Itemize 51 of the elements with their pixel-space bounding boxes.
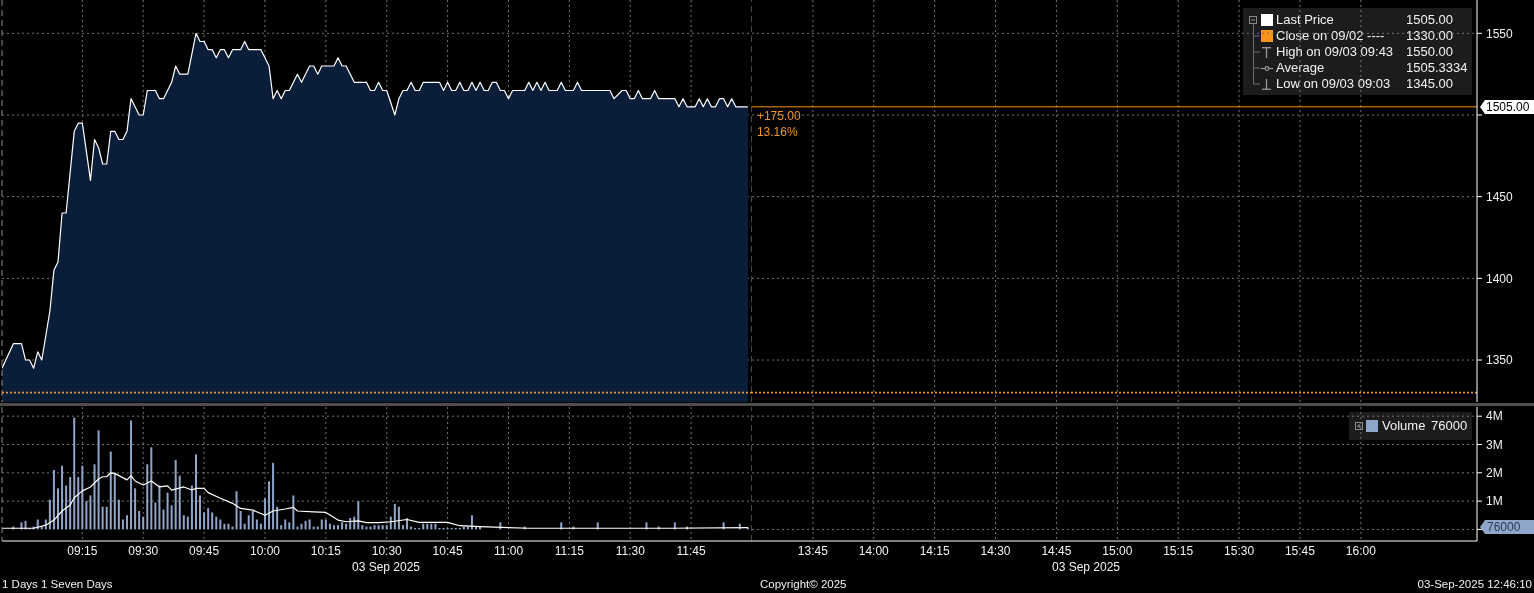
x-tick-label: 13:45 (797, 543, 829, 558)
x-tick-label: 10:30 (371, 543, 403, 558)
x-tick-label: 11:15 (554, 543, 585, 558)
x-tick-label: 15:00 (1102, 543, 1133, 558)
legend-label: Volume (1382, 418, 1426, 434)
annotation: 13.16% (756, 123, 798, 140)
legend-label: Close on 09/02 ---- (1276, 28, 1385, 44)
legend-label: Last Price (1276, 12, 1334, 28)
annotation: 1505.3334 (1406, 60, 1468, 76)
x-tick-label: 15:15 (1163, 543, 1194, 558)
x-tick-label: 11:00 (493, 543, 524, 558)
x-tick-label: 09:45 (189, 543, 220, 558)
x-tick-label: 11:30 (615, 543, 646, 558)
ref-line-label: 1505.00 (1486, 99, 1530, 114)
y-tick-label: 1M (1486, 494, 1503, 509)
x-tick-label: 14:30 (980, 543, 1011, 558)
text: 03-Sep-2025 12:46:10 (1417, 577, 1532, 592)
x-tick-label: 10:00 (249, 543, 281, 558)
x-tick-label: 15:45 (1284, 543, 1316, 558)
x-tick-label: 15:30 (1224, 543, 1255, 558)
x-tick-label: 14:45 (1041, 543, 1072, 558)
annotation: 1550.00 (1406, 44, 1453, 60)
annotation: 1345.00 (1406, 76, 1453, 92)
annotation: High on 09/03 09:43 (1276, 44, 1394, 60)
text: 03 Sep 2025 (351, 559, 421, 575)
x-tick-label: 16:00 (1345, 543, 1377, 558)
annotation: 1505.00 (1406, 12, 1453, 28)
x-tick-label: 11:45 (676, 543, 707, 558)
annotation: 76000 (1431, 418, 1468, 434)
text: 76000 (1487, 520, 1521, 535)
y-tick-label: 1450 (1486, 189, 1514, 204)
x-tick-label: 10:15 (310, 543, 342, 558)
x-tick-label: 10:45 (432, 543, 463, 558)
y-tick-label: 1350 (1486, 353, 1514, 368)
y-tick-label: 3M (1486, 437, 1503, 452)
annotation: +175.00 (756, 107, 801, 124)
annotation: Low on 09/03 09:03 (1276, 76, 1391, 92)
y-tick-label: 1400 (1486, 271, 1514, 286)
text: Copyright© 2025 (760, 577, 847, 592)
x-tick-label: 14:00 (858, 543, 890, 558)
y-tick-label: 2M (1486, 466, 1503, 481)
y-tick-label: 1550 (1486, 26, 1514, 41)
x-tick-label: 09:15 (67, 543, 98, 558)
x-tick-label: 09:30 (128, 543, 159, 558)
y-tick-label: 4M (1486, 409, 1503, 424)
annotation: Average (1276, 60, 1325, 76)
text: 03 Sep 2025 (1051, 559, 1121, 575)
x-tick-label: 14:15 (919, 543, 950, 558)
annotation: 1330.00 (1406, 28, 1453, 44)
text: 1 Days 1 Seven Days (2, 577, 113, 592)
legend-box: Volume 76000 (1349, 412, 1472, 440)
